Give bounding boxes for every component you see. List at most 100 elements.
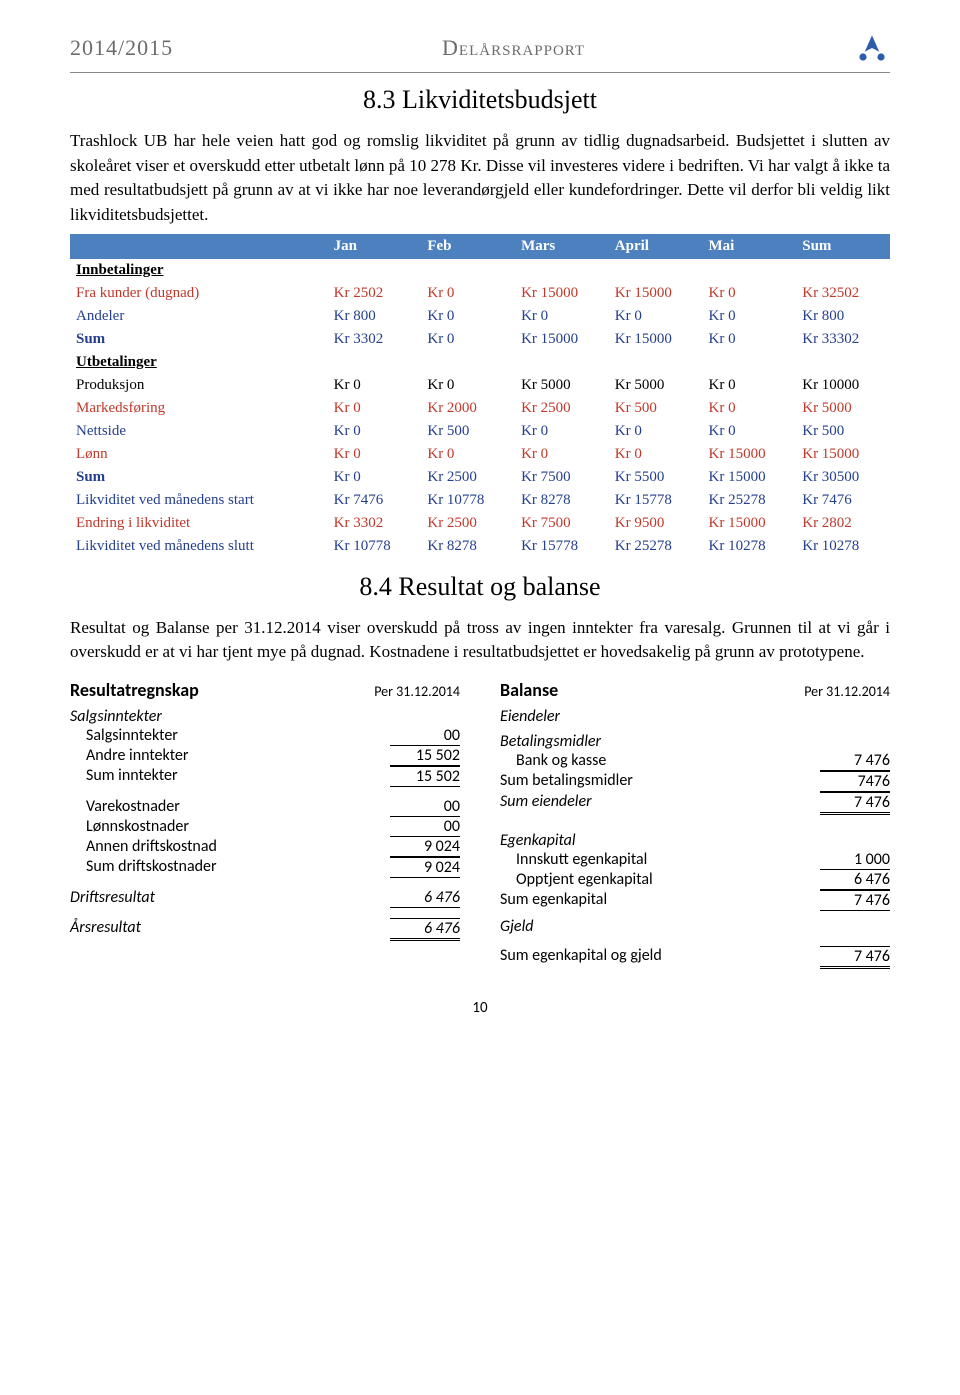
cell: Kr 0 [609,443,703,466]
row-label: Sum [70,466,328,489]
driftsresultat-line: Driftsresultat6 476 [70,888,460,908]
resultat-title: Resultatregnskap [70,679,199,701]
account-value: 7 476 [820,751,890,771]
cell [328,351,422,374]
cell: Kr 500 [421,420,515,443]
cell: Kr 0 [328,443,422,466]
account-label: Sum egenkapital og gjeld [500,946,662,969]
cell: Kr 7500 [515,512,609,535]
account-line: Sum eiendeler 7 476 [500,792,890,815]
cell: Kr 500 [609,397,703,420]
cell: Kr 7476 [796,489,890,512]
account-value: 00 [390,726,460,746]
account-value: 7 476 [820,890,890,911]
table-row: SumKr 0Kr 2500Kr 7500Kr 5500Kr 15000Kr 3… [70,466,890,489]
table-row: SumKr 3302Kr 0Kr 15000Kr 15000Kr 0Kr 333… [70,328,890,351]
cell: Kr 0 [421,305,515,328]
table-row: Likviditet ved månedens start Kr 7476 Kr 1… [70,489,890,512]
cell: Kr 8278 [421,535,515,558]
logo-icon [854,30,890,66]
cell: Kr 15000 [703,512,797,535]
account-value: 9 024 [390,837,460,857]
account-line: Salgsinntekter00 [70,726,460,746]
cell [796,259,890,282]
cell [421,351,515,374]
account-value: 00 [390,797,460,817]
cell: Kr 0 [703,328,797,351]
table-row: MarkedsføringKr 0Kr 2000Kr 2500Kr 500Kr … [70,397,890,420]
resultat-column: Resultatregnskap Per 31.12.2014 Salgsinn… [70,679,460,969]
row-label: Markedsføring [70,397,328,420]
account-label: Sum egenkapital [500,890,607,911]
cell: Kr 2802 [796,512,890,535]
cell: Kr 800 [328,305,422,328]
cell: Kr 3302 [328,328,422,351]
group-head: Egenkapital [500,831,890,850]
cell: Kr 33302 [796,328,890,351]
cell: Kr 0 [515,443,609,466]
col-sum: Sum [796,234,890,259]
row-label: Lønn [70,443,328,466]
cell: Kr 5000 [609,374,703,397]
table-row: Innbetalinger [70,259,890,282]
cell: Kr 15000 [515,328,609,351]
account-label: Sum eiendeler [500,792,592,815]
row-label: Likviditet ved månedens slutt [70,535,328,558]
cell: Kr 15000 [703,443,797,466]
cell: Kr 2000 [421,397,515,420]
cell: Kr 0 [609,305,703,328]
account-label: Sum betalingsmidler [500,771,633,792]
row-label: Fra kunder (dugnad) [70,282,328,305]
table-row: ProduksjonKr 0Kr 0Kr 5000Kr 5000Kr 0Kr 1… [70,374,890,397]
liquidity-table: Jan Feb Mars April Mai Sum Innbetalinger… [70,234,890,558]
cell: Kr 0 [703,282,797,305]
col-feb: Feb [421,234,515,259]
account-value: 15 502 [390,766,460,787]
balanse-date: Per 31.12.2014 [804,683,890,700]
col-jan: Jan [328,234,422,259]
cell [796,351,890,374]
header-title: Delårsrapport [173,35,854,61]
cell [421,259,515,282]
account-line: Sum driftskostnader9 024 [70,857,460,878]
group-head: Gjeld [500,917,890,936]
page-number: 10 [70,999,890,1017]
header-rule [70,72,890,73]
cell: Kr 0 [421,282,515,305]
account-line: Innskutt egenkapital1 000 [500,850,890,870]
cell: Kr 15000 [703,466,797,489]
cell: Kr 2500 [515,397,609,420]
cell [609,259,703,282]
cell: Kr 8278 [515,489,609,512]
row-label: Andeler [70,305,328,328]
account-label: Sum driftskostnader [86,857,217,878]
table-row: NettsideKr 0Kr 500Kr 0Kr 0Kr 0Kr 500 [70,420,890,443]
account-line: Lønnskostnader00 [70,817,460,837]
liquidity-header-row: Jan Feb Mars April Mai Sum [70,234,890,259]
account-line: Annen driftskostnad 9 024 [70,837,460,857]
cell: Kr 15778 [609,489,703,512]
account-label: Lønnskostnader [86,817,189,837]
group-head: Salgsinntekter [70,707,460,726]
cell: Kr 10778 [421,489,515,512]
group-head: Betalingsmidler [500,732,890,751]
table-row: Fra kunder (dugnad)Kr 2502Kr 0Kr 15000Kr… [70,282,890,305]
cell: Kr 0 [703,374,797,397]
account-label: Annen driftskostnad [86,837,217,857]
aarsresultat-line: Årsresultat6 476 [70,918,460,941]
cell: Kr 15000 [609,328,703,351]
account-line: Sum betalingsmidler 7476 [500,771,890,792]
cell: Kr 15000 [609,282,703,305]
cell: Kr 15000 [515,282,609,305]
account-value: 7 476 [820,792,890,815]
account-label: Årsresultat [70,918,141,941]
row-label: Likviditet ved månedens start [70,489,328,512]
cell: Kr 30500 [796,466,890,489]
cell: Kr 10000 [796,374,890,397]
col-mai: Mai [703,234,797,259]
cell: Kr 0 [328,397,422,420]
account-line: Varekostnader00 [70,797,460,817]
section-heading-8-4: 8.4 Resultat og balanse [70,572,890,602]
account-value: 7476 [820,771,890,792]
section-8-3-paragraph: Trashlock UB har hele veien hatt god og … [70,129,890,228]
